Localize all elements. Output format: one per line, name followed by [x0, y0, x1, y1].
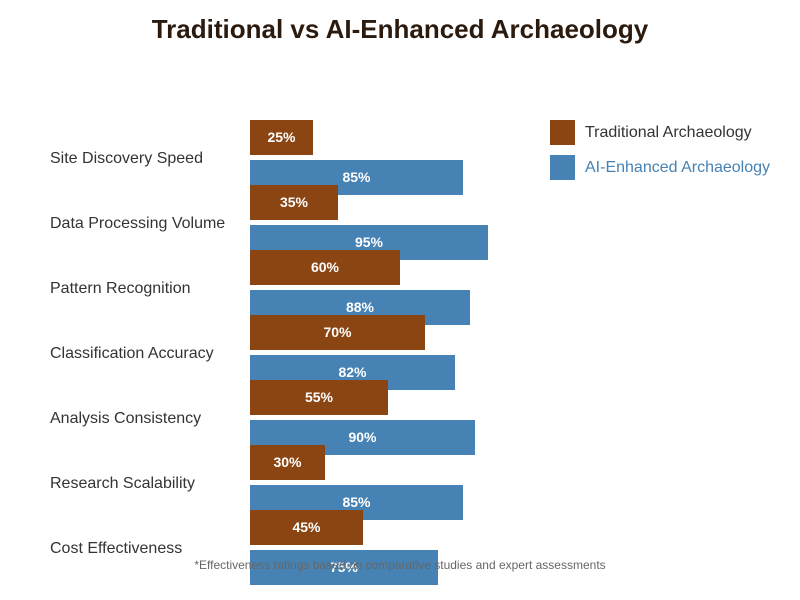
legend-label-traditional: Traditional Archaeology: [585, 124, 752, 141]
bar-value-label-ai-enhanced: 90%: [348, 429, 377, 445]
bar-traditional: [250, 510, 363, 545]
bar-traditional: [250, 445, 325, 480]
bar-value-label-ai-enhanced: 75%: [329, 559, 359, 575]
bar-value-label-ai-enhanced: 82%: [338, 364, 367, 380]
bar-traditional: [250, 185, 338, 220]
bar-value-label-ai-enhanced: 85%: [342, 494, 371, 510]
bar-value-label-ai-enhanced: 88%: [345, 299, 375, 315]
bar-value-label-traditional: 60%: [310, 259, 340, 275]
chart-title: Traditional vs AI-Enhanced Archaeology: [151, 14, 649, 44]
legend-swatch-traditional: [550, 120, 575, 145]
bar-value-label-ai-enhanced: 85%: [342, 169, 371, 185]
footnote: *Effectiveness ratings based on comparat…: [194, 558, 606, 572]
bar-value-label-traditional: 55%: [304, 389, 334, 405]
category-label: Analysis Consistency: [50, 410, 202, 427]
category-label: Cost Effectiveness: [50, 540, 183, 557]
bar-ai-enhanced: [250, 550, 438, 585]
bar-value-label-traditional: 45%: [292, 519, 321, 535]
bar-traditional: [250, 120, 313, 155]
legend-label-ai-enhanced: AI-Enhanced Archaeology: [585, 159, 771, 176]
category-label: Data Processing Volume: [50, 215, 226, 232]
bar-value-label-traditional: 25%: [267, 129, 296, 145]
category-label: Site Discovery Speed: [50, 150, 203, 167]
category-label: Research Scalability: [50, 475, 195, 492]
bar-value-label-traditional: 35%: [279, 194, 309, 210]
bar-value-label-traditional: 30%: [273, 454, 302, 470]
bar-traditional: [250, 380, 388, 415]
legend-swatch-ai-enhanced: [550, 155, 575, 180]
bar-traditional: [250, 315, 425, 350]
category-label: Classification Accuracy: [50, 345, 214, 362]
bar-traditional: [250, 250, 400, 285]
bar-value-label-traditional: 70%: [323, 324, 352, 340]
category-label: Pattern Recognition: [50, 280, 191, 297]
bar-value-label-ai-enhanced: 95%: [354, 234, 384, 250]
